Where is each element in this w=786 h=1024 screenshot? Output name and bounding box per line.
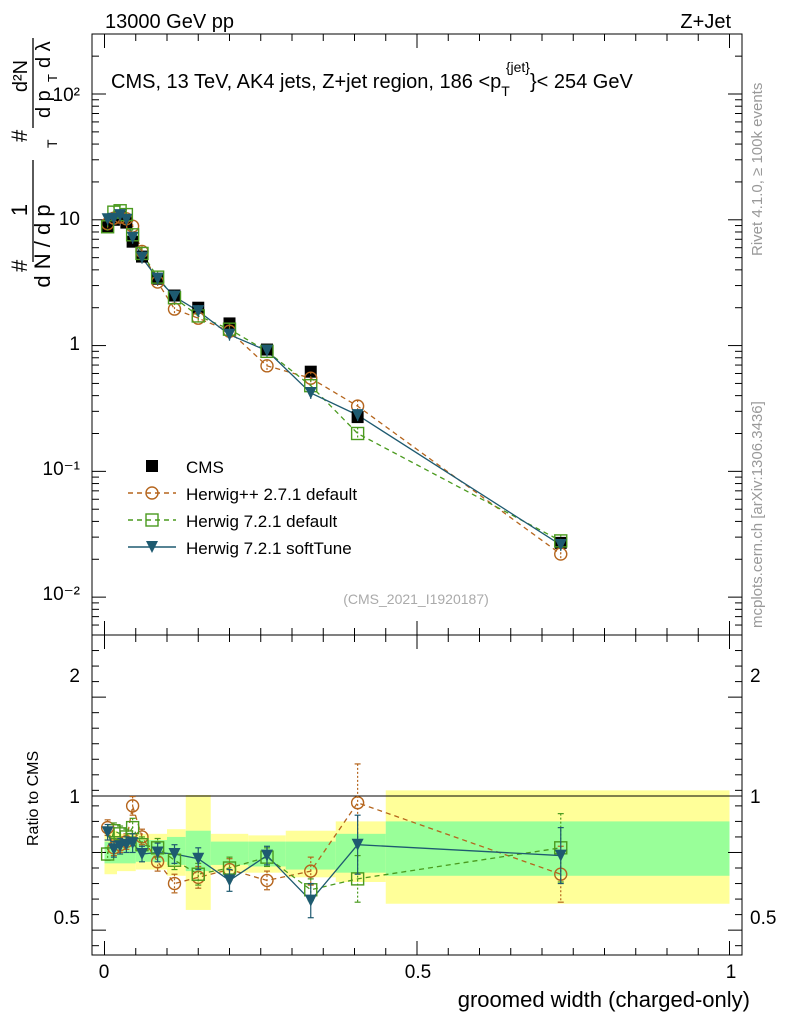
axis-ticks <box>92 33 742 955</box>
data-point-herwig-7-2-1-softtune <box>126 231 139 244</box>
ratio-point-herwig-7-2-1-softtune <box>101 826 114 839</box>
ratio-point-herwig-7-2-1-softtune <box>151 846 164 859</box>
plot-title-sup: {jet} <box>506 59 530 75</box>
y-label-frac-num: 1 <box>7 204 32 216</box>
ratio-point-herwig-7-2-1-softtune <box>168 848 181 861</box>
analysis-watermark: (CMS_2021_I1920187) <box>343 591 489 607</box>
data-point-herwig-7-2-1-softtune <box>223 328 236 341</box>
header-right-label: Z+Jet <box>680 11 731 33</box>
main-y-tick-label: 1 <box>69 334 80 355</box>
ratio-point-herwig-7-2-1-softtune <box>107 843 120 856</box>
ratio-y-tick-label: 0.5 <box>54 908 80 929</box>
plot-title-prefix: CMS, 13 TeV, AK4 jets, Z+jet region, 186… <box>111 71 501 93</box>
ratio-point-herwig-2-7-1-default <box>167 876 182 891</box>
legend-marker-herwig-2-7-1-default <box>145 486 159 500</box>
ratio-point-herwig-7-2-1-softtune <box>304 894 317 907</box>
y-label-inner-num: d²N <box>10 60 32 92</box>
data-point-herwig-7-2-1-softtune <box>114 209 127 222</box>
ratio-series-layer <box>100 763 568 919</box>
ratio-y-tick-label-right: 0.5 <box>750 908 776 929</box>
ratio-y-axis-label: Ratio to CMS <box>25 751 42 846</box>
data-point-herwig-7-2-1-softtune <box>192 305 205 318</box>
y-label-hash-2: # <box>7 129 32 142</box>
x-tick-label: 1 <box>726 962 737 983</box>
main-y-tick-labels: 10⁻² 10⁻¹ 1 10 10² <box>43 85 81 605</box>
plot-title-suffix: }< 254 GeV <box>530 71 634 93</box>
ratio-uncertainty-bands <box>104 790 730 910</box>
mcplots-label: mcplots.cern.ch [arXiv:1306.3436] <box>749 401 766 628</box>
legend-label-herwig7-softtune: Herwig 7.2.1 softTune <box>186 539 352 558</box>
y-label-frac-den: d N / d p <box>30 204 55 287</box>
ratio-y-tick-label-right: 2 <box>750 666 761 687</box>
main-y-tick-label: 10 <box>59 209 80 230</box>
data-point-herwig-7-2-1-softtune <box>120 213 133 226</box>
legend-label-herwigpp: Herwig++ 2.7.1 default <box>186 485 357 504</box>
legend-marker-herwig-7-2-1-softtune <box>146 541 158 553</box>
ratio-point-herwig-7-2-1-softtune <box>223 874 236 887</box>
legend: CMS Herwig++ 2.7.1 default Herwig 7.2.1 … <box>128 458 357 558</box>
series-line-herwig-2-7-1-default <box>107 216 562 555</box>
data-point-herwig-7-2-1-softtune <box>151 272 164 285</box>
data-point-herwig-7-2-1-softtune <box>351 409 364 422</box>
ratio-y-tick-label: 2 <box>69 666 80 687</box>
legend-label-cms: CMS <box>186 458 224 477</box>
x-axis-label: groomed width (charged-only) <box>458 987 750 1012</box>
x-tick-label: 0 <box>99 962 110 983</box>
rivet-label: Rivet 4.1.0, ≥ 100k events <box>749 83 766 256</box>
ratio-point-herwig-2-7-1-default <box>350 796 365 810</box>
ratio-point-herwig-7-2-1-softtune <box>192 852 205 865</box>
data-point-herwig-7-2-1-softtune <box>168 290 181 303</box>
series-line-herwig-7-2-1-default <box>107 210 562 542</box>
ratio-point-herwig-7-2-1-softtune <box>351 838 364 851</box>
ratio-point-herwig-2-7-1-default <box>125 799 140 813</box>
ratio-point-herwig-2-7-1-default <box>260 873 274 888</box>
y-label-hash-1: # <box>7 259 32 272</box>
legend-marker-herwig-7-2-1-default <box>145 513 159 527</box>
y-label-inner-den-sub: T <box>45 74 60 82</box>
header-left-label: 13000 GeV pp <box>105 11 234 33</box>
data-point-herwig-7-2-1-softtune <box>136 251 148 264</box>
main-series-layer <box>100 204 568 561</box>
legend-label-herwig7-default: Herwig 7.2.1 default <box>186 512 337 531</box>
ratio-point-herwig-2-7-1-default <box>304 864 318 878</box>
data-point-herwig-7-2-1-softtune <box>554 538 567 551</box>
x-tick-labels: 0 0.5 1 <box>99 962 737 983</box>
ratio-point-herwig-7-2-1-softtune <box>554 849 567 862</box>
y-label-frac-den-sub: T <box>44 139 60 148</box>
x-tick-label: 0.5 <box>405 962 431 983</box>
ratio-y-tick-label-right: 1 <box>750 787 761 808</box>
ratio-y-tick-label: 1 <box>69 787 80 808</box>
data-point-herwig-2-7-1-default <box>260 359 274 373</box>
main-y-axis-label: # 1 d N / d p T # d²N d p T d λ <box>7 38 60 288</box>
main-y-tick-label: 10⁻² <box>43 584 81 605</box>
data-point-herwig-7-2-1-default <box>350 426 365 441</box>
y-label-inner-den-rest: d λ <box>33 41 55 68</box>
legend-marker-cms <box>146 460 158 472</box>
band-inner <box>385 821 730 876</box>
band-inner <box>210 841 249 865</box>
plot-title-sub: T <box>501 83 510 99</box>
ratio-point-herwig-7-2-1-softtune <box>261 849 273 862</box>
y-label-inner-den-d: d p <box>33 90 55 118</box>
plot-title: CMS, 13 TeV, AK4 jets, Z+jet region, 186… <box>111 59 633 99</box>
data-point-herwig-7-2-1-softtune <box>261 344 273 357</box>
ratio-point-herwig-7-2-1-softtune <box>126 837 139 850</box>
ratio-point-herwig-7-2-1-softtune <box>136 848 148 861</box>
ratio-y-tick-labels: 0.5 1 2 0.5 1 2 <box>54 666 777 929</box>
data-point-herwig-7-2-1-softtune <box>107 212 120 225</box>
main-y-tick-label: 10² <box>53 85 80 106</box>
data-point-herwig-7-2-1-softtune <box>304 386 317 399</box>
main-y-tick-label: 10⁻¹ <box>43 459 81 480</box>
